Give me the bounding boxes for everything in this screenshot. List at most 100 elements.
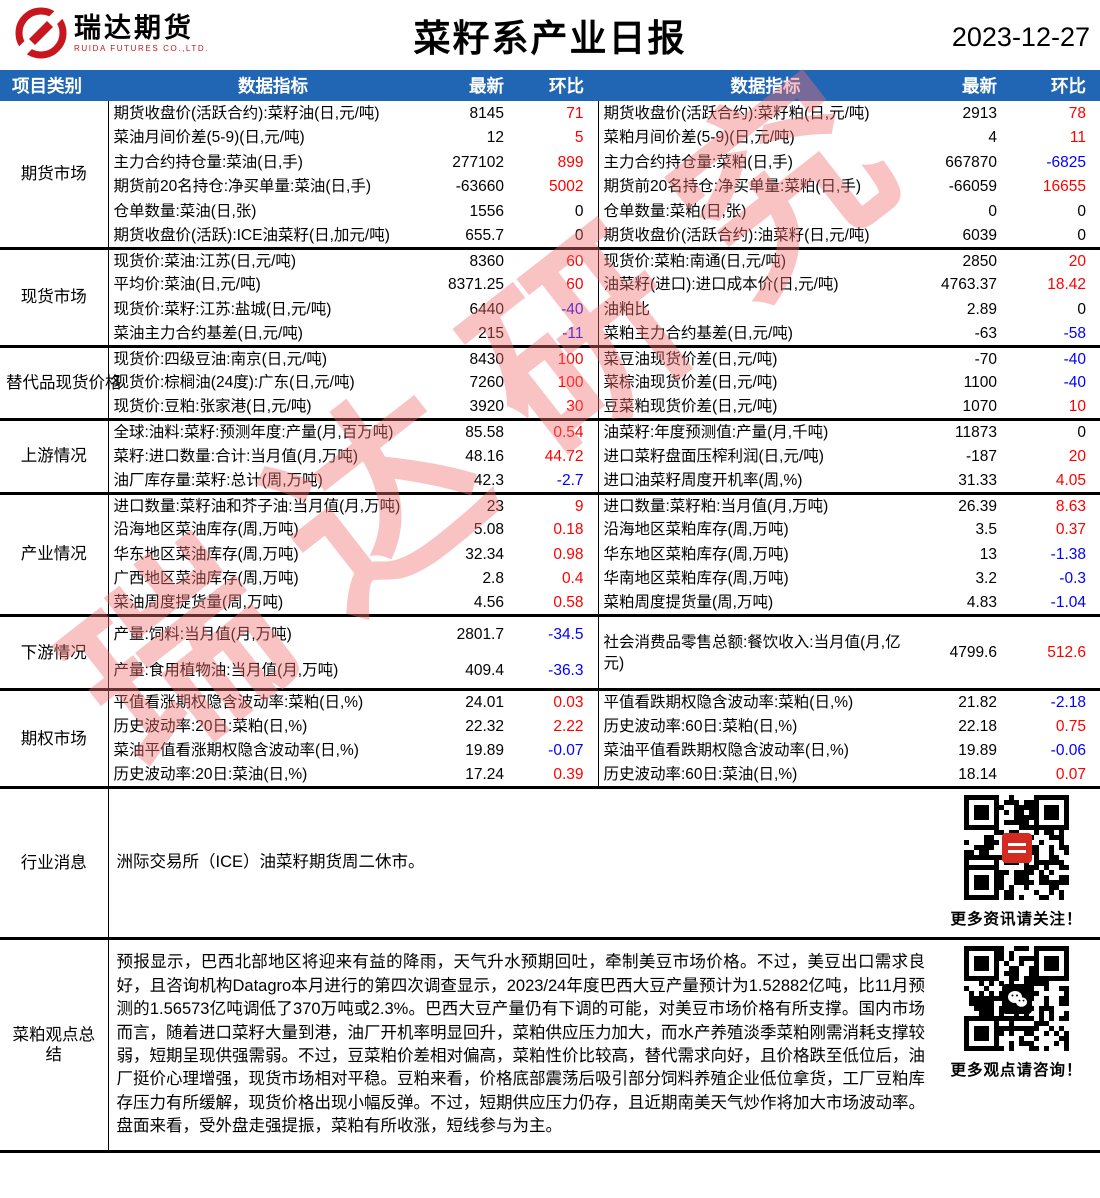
value-cell: 2.8 xyxy=(482,570,504,588)
indicator-label: 华东地区菜粕库存(周,万吨) xyxy=(603,545,789,563)
indicator-cell: 历史波动率:60日:菜油(日,%) xyxy=(597,763,933,788)
indicator-label: 现货价:菜粕:南通(日,元/吨) xyxy=(603,252,787,270)
indicator-cell: 期货前20名持仓:净买单量:菜粕(日,手) xyxy=(597,174,933,199)
change-cell: 100 xyxy=(518,344,598,371)
change-cell: 0 xyxy=(1077,300,1086,318)
change-cell: 0 xyxy=(574,202,584,220)
table-row: 广西地区菜油库存(周,万吨) 2.8 0.4 华南地区菜粕库存(周,万吨) 3.2 -0.… xyxy=(0,566,1100,591)
value-cell: 12 xyxy=(486,129,504,147)
change-cell: -36.3 xyxy=(548,661,584,679)
indicator-label: 广西地区菜油库存(周,万吨) xyxy=(113,570,299,588)
indicator-label: 菜棕油现货价差(日,元/吨) xyxy=(603,374,778,392)
value-cell: 2801.7 xyxy=(438,614,518,653)
change-cell: 0.18 xyxy=(553,521,584,539)
indicator-cell: 期货收盘价(活跃合约):油菜籽(日,元/吨) xyxy=(597,223,933,248)
indicator-label: 进口油菜籽周度开机率(周,%) xyxy=(603,471,803,489)
col-header-category: 项目类别 xyxy=(0,70,108,101)
indicator-label: 沿海地区菜粕库存(周,万吨) xyxy=(603,521,789,539)
value-cell: 1100 xyxy=(963,374,997,392)
value-cell: 8430 xyxy=(438,344,518,371)
change-cell: 20 xyxy=(1068,447,1086,465)
indicator-label: 现货价:豆粕:张家港(日,元/吨) xyxy=(113,398,312,415)
change-cell: 30 xyxy=(566,398,584,415)
change-cell: 5 xyxy=(574,129,584,147)
indicator-label: 主力合约持仓量:菜粕(日,手) xyxy=(603,153,793,171)
table-row: 上游情况 全球:油料:菜籽:预测年度:产量(月,百万吨) 85.58 0.54 油菜籽:… xyxy=(0,418,1100,493)
col-header-latest-left: 最新 xyxy=(438,70,518,101)
category-cell: 行业消息 xyxy=(0,786,108,939)
indicator-cell: 油菜籽:年度预测值:产量(月,千吨) xyxy=(597,418,933,444)
indicator-label: 历史波动率:20日:菜粕(日,%) xyxy=(113,717,308,735)
value-cell: 2913 xyxy=(962,104,997,122)
value-cell: 13 xyxy=(979,545,997,563)
change-cell: 5002 xyxy=(549,178,584,196)
indicator-cell: 菜油平值看跌期权隐含波动率(日,%) xyxy=(597,738,933,763)
category-cell: 替代品现货价格 xyxy=(0,344,122,420)
indicator-cell: 现货价:四级豆油:南京(日,元/吨) xyxy=(107,344,438,371)
change-cell: 11 xyxy=(1069,129,1086,147)
change-cell: -0.3 xyxy=(1059,570,1086,588)
indicator-label: 期货收盘价(活跃合约):油菜籽(日,元/吨) xyxy=(603,226,870,244)
indicator-cell: 全球:油料:菜籽:预测年度:产量(月,百万吨) xyxy=(107,418,438,444)
change-cell: -58 xyxy=(1063,324,1086,342)
table-row: 菜油平值看涨期权隐含波动率(日,%) 19.89 -0.07 菜油平值看跌期权隐含波动… xyxy=(0,738,1100,763)
table-row: 现货价:豆粕:张家港(日,元/吨) 3920 30 豆菜粕现货价差(日,元/吨) 107… xyxy=(0,395,1100,420)
value-cell: -63 xyxy=(974,324,997,342)
news-text: 洲际交易所（ICE）油菜籽期货周二休市。 xyxy=(107,786,933,939)
indicator-label: 平均价:菜油(日,元/吨) xyxy=(113,276,261,294)
indicator-label: 平值看跌期权隐含波动率:菜粕(日,%) xyxy=(603,694,854,711)
change-cell: -40 xyxy=(1011,344,1100,371)
indicator-cell: 现货价:棕榈油(24度):广东(日,元/吨) xyxy=(107,370,438,395)
indicator-label: 期货收盘价(活跃合约):菜籽油(日,元/吨) xyxy=(113,104,380,122)
indicator-cell: 菜油主力合约基差(日,元/吨) xyxy=(107,321,438,346)
value-cell: 277102 xyxy=(452,153,504,171)
indicator-cell: 现货价:豆粕:张家港(日,元/吨) xyxy=(107,395,438,420)
indicator-cell: 菜粕周度提货量(周,万吨) xyxy=(597,591,933,616)
change-cell: -2.18 xyxy=(1011,688,1100,714)
change-cell: -40 xyxy=(561,300,584,318)
category-cell: 现货市场 xyxy=(0,246,108,346)
indicator-label: 华东地区菜油库存(周,万吨) xyxy=(113,545,299,563)
indicator-label: 期货前20名持仓:净买单量:菜油(日,手) xyxy=(113,178,371,196)
indicator-cell: 历史波动率:20日:菜油(日,%) xyxy=(107,763,438,788)
value-cell: 8360 xyxy=(438,246,518,273)
value-cell: -63660 xyxy=(455,178,504,196)
table-row: 历史波动率:20日:菜油(日,%) 17.24 0.39 历史波动率:60日:菜油(日… xyxy=(0,763,1100,788)
indicator-cell: 历史波动率:20日:菜粕(日,%) xyxy=(107,714,438,739)
category-cell: 上游情况 xyxy=(0,418,108,493)
indicator-label: 仓单数量:菜油(日,张) xyxy=(113,202,257,220)
indicator-cell: 平值看涨期权隐含波动率:菜粕(日,%) xyxy=(107,688,438,714)
change-cell: 0.54 xyxy=(518,418,598,444)
change-cell: 0.75 xyxy=(1055,717,1086,735)
value-cell: 3.2 xyxy=(975,570,997,588)
change-cell: 0.98 xyxy=(553,545,584,563)
indicator-cell: 菜粕月间价差(5-9)(日,元/吨) xyxy=(597,125,933,150)
table-row: 菜籽:进口数量:合计:当月值(月,万吨) 48.16 44.72 进口菜籽盘面压榨利润… xyxy=(0,444,1100,469)
change-cell: 0.58 xyxy=(553,594,584,611)
indicator-cell: 主力合约持仓量:菜粕(日,手) xyxy=(597,150,933,175)
indicator-cell: 现货价:菜粕:南通(日,元/吨) xyxy=(597,246,933,273)
indicator-label: 菜油平值看跌期权隐含波动率(日,%) xyxy=(603,742,849,760)
indicator-label: 豆菜粕现货价差(日,元/吨) xyxy=(603,398,778,415)
summary-row: 菜粕观点总结 预报显示，巴西北部地区将迎来有益的降雨，天气升水预期回吐，牵制美豆市… xyxy=(0,937,1100,1152)
indicator-label: 历史波动率:20日:菜油(日,%) xyxy=(113,766,308,783)
change-cell: 0 xyxy=(574,226,584,244)
table-row: 产量:食用植物油:当月值(月,万吨) 409.4 -36.3 xyxy=(0,652,1100,690)
value-cell: 22.32 xyxy=(465,717,504,735)
indicator-label: 油粕比 xyxy=(603,300,651,318)
change-cell: 0.4 xyxy=(561,570,584,588)
value-cell: 1556 xyxy=(469,202,504,220)
change-cell: 0.39 xyxy=(553,766,584,783)
indicator-cell: 主力合约持仓量:菜油(日,手) xyxy=(107,150,438,175)
change-cell: 16655 xyxy=(1042,178,1086,196)
indicator-label: 社会消费品零售总额:餐饮收入:当月值(月,亿元) xyxy=(603,633,901,672)
value-cell: 5.08 xyxy=(473,521,504,539)
value-cell: -187 xyxy=(965,447,997,465)
value-cell: 31.33 xyxy=(958,471,997,489)
table-row: 菜油主力合约基差(日,元/吨) 215 -11 菜粕主力合约基差(日,元/吨) -63 -… xyxy=(0,321,1100,346)
indicator-cell: 菜油月间价差(5-9)(日,元/吨) xyxy=(107,125,438,150)
value-cell: 4.56 xyxy=(473,594,504,611)
change-cell: 0 xyxy=(1077,226,1086,244)
value-cell: 32.34 xyxy=(465,545,504,563)
change-cell: 60 xyxy=(566,276,584,294)
